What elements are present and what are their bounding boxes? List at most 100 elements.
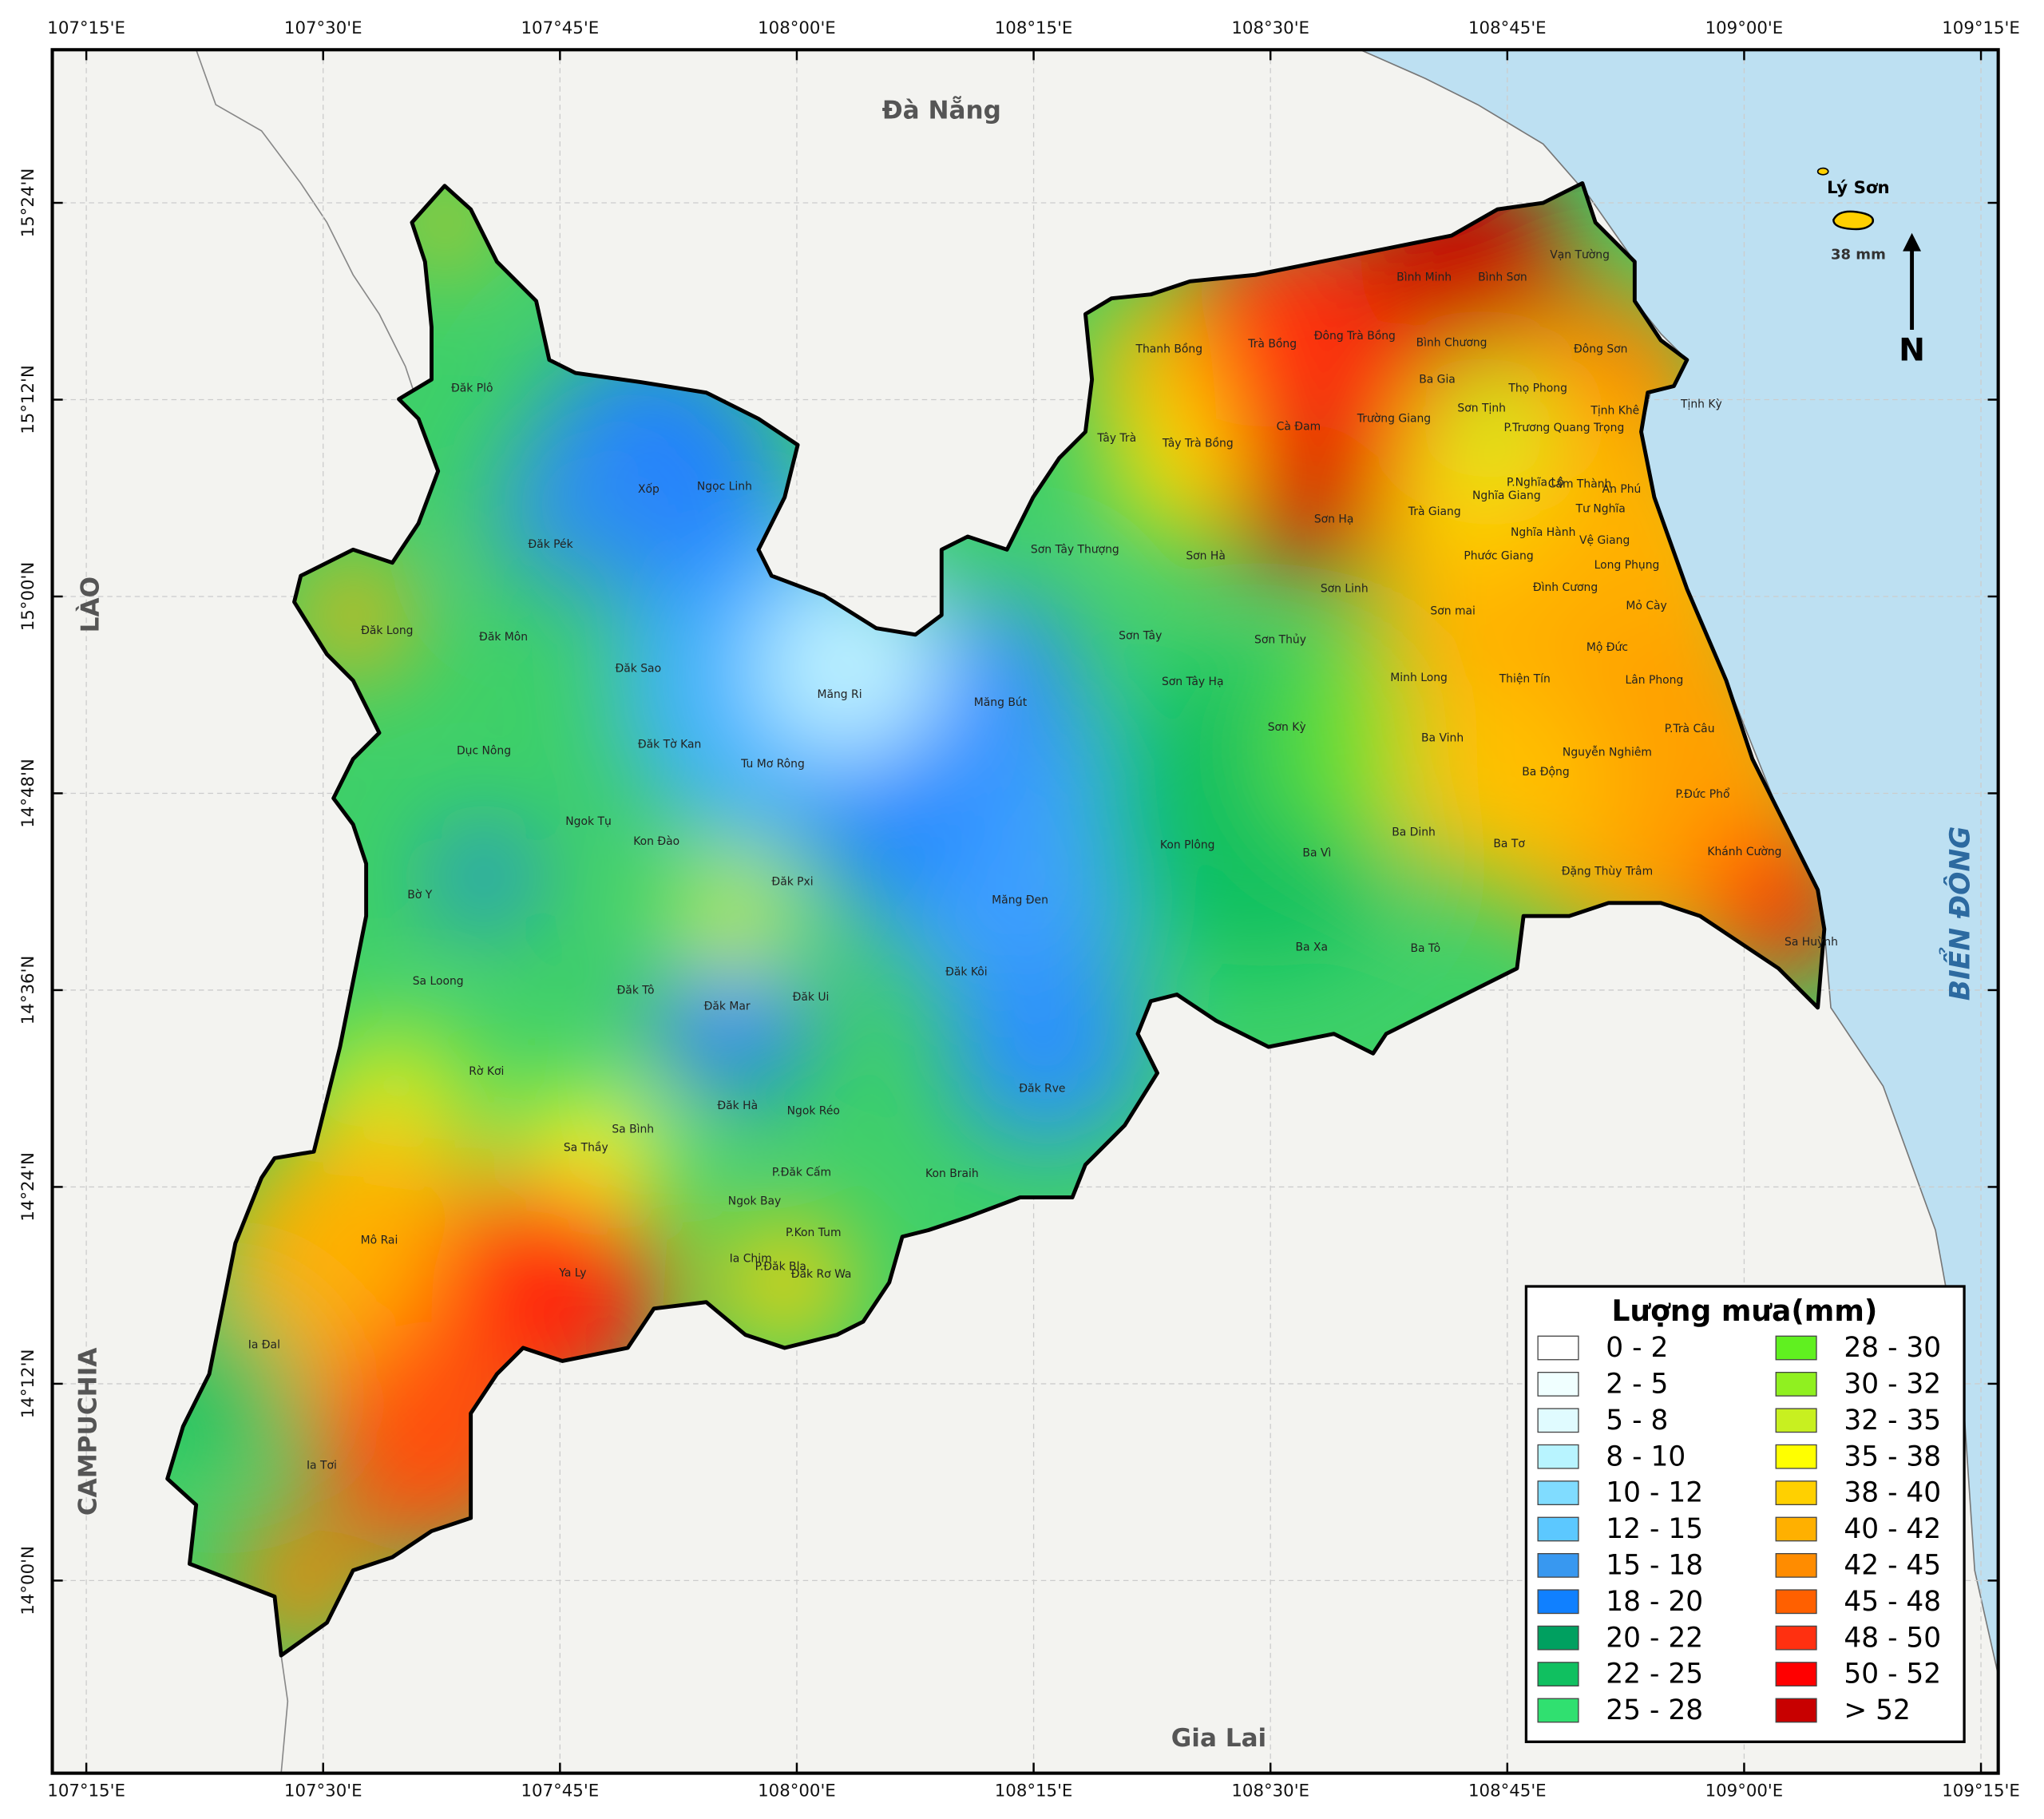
region-label: Đà Nẵng [882, 94, 1001, 125]
place-label: Thanh Bồng [1135, 343, 1202, 356]
place-label: Ia Chim [730, 1253, 772, 1266]
place-label: Sơn Kỳ [1268, 721, 1306, 734]
lon-tick-label: 108°45'E [1468, 18, 1547, 38]
lat-tick-label: 14°24'N [18, 1152, 38, 1222]
lon-tick-label: 108°15'E [995, 1781, 1073, 1801]
lon-tick-label: 108°30'E [1231, 18, 1309, 38]
rain-blob [1399, 680, 1609, 890]
legend-label: 28 - 30 [1844, 1332, 1941, 1364]
place-label: Măng Đen [992, 894, 1048, 907]
rain-field [167, 183, 1824, 1649]
place-label: P.Đức Phổ [1676, 787, 1730, 801]
place-label: Sơn Thủy [1254, 633, 1306, 646]
place-label: Rờ Kơi [469, 1065, 504, 1078]
place-label: Cà Đam [1277, 420, 1321, 433]
rain-blob [669, 853, 795, 979]
place-label: Ba Động [1522, 766, 1569, 779]
place-label: Sa Loong [413, 975, 464, 988]
legend-swatch [1537, 1698, 1579, 1723]
legend-swatch [1537, 1625, 1579, 1651]
legend-label: 12 - 15 [1606, 1513, 1703, 1545]
legend-swatch [1537, 1589, 1579, 1615]
legend-label: 48 - 50 [1844, 1622, 1941, 1654]
rain-blob [1425, 353, 1557, 485]
place-label: Măng Ri [817, 688, 862, 701]
place-label: P.Đăk Bla [755, 1260, 806, 1273]
place-label: Thiện Tín [1499, 673, 1551, 686]
legend-swatch [1537, 1662, 1579, 1686]
legend-swatch [1775, 1662, 1817, 1686]
place-label: Sơn Linh [1321, 582, 1369, 595]
legend-swatch [1775, 1335, 1817, 1361]
legend-swatch [1775, 1552, 1817, 1578]
lon-tick-label: 108°00'E [758, 18, 836, 38]
legend-swatch [1775, 1408, 1817, 1433]
lat-tick-label: 14°48'N [18, 759, 38, 828]
place-label: Phước Giang [1464, 550, 1533, 563]
rain-blob [909, 595, 1079, 766]
lon-tick-label: 109°00'E [1705, 1781, 1784, 1801]
rain-blob [948, 949, 1145, 1145]
place-label: Nghĩa Giang [1472, 489, 1541, 502]
lon-tick-label: 109°00'E [1705, 18, 1784, 38]
place-label: Vệ Giang [1579, 534, 1630, 547]
place-label: Đình Cương [1533, 581, 1598, 594]
legend-title: Lượng mưa(mm) [1612, 1295, 1878, 1328]
rain-blob [798, 719, 981, 903]
lat-tick-label: 14°36'N [18, 956, 38, 1025]
place-label: Nguyễn Nghiêm [1563, 745, 1652, 759]
place-label: Mô Rai [361, 1234, 398, 1247]
place-label: Sơn Hà [1186, 550, 1226, 563]
place-label: Sơn Tây Hạ [1162, 676, 1224, 688]
place-label: Xốp [638, 482, 660, 496]
legend-label: 32 - 35 [1844, 1405, 1941, 1437]
place-label: Đăk Hà [717, 1100, 758, 1112]
place-label: Kon Plông [1160, 839, 1215, 852]
place-label: Thọ Phong [1507, 382, 1567, 395]
place-label: Đăk Ui [793, 991, 830, 1004]
rain-blob [653, 941, 811, 1100]
island [1816, 167, 1829, 176]
place-label: Đăk Pxi [771, 876, 813, 889]
place-label: Bình Sơn [1478, 271, 1527, 283]
legend-label: 30 - 32 [1844, 1369, 1941, 1401]
legend-swatch [1775, 1625, 1817, 1651]
place-label: Ngok Tụ [565, 815, 612, 828]
legend-label: 40 - 42 [1844, 1513, 1941, 1545]
place-label: Đăk Kôi [945, 966, 988, 979]
place-label: P.Nghĩa Lộ [1507, 477, 1564, 489]
legend-swatch [1775, 1589, 1817, 1615]
place-label: Đăk Tô [617, 985, 655, 997]
place-label: Sơn Tây [1119, 629, 1162, 642]
legend-label: 2 - 5 [1606, 1369, 1668, 1401]
legend-swatch [1775, 1698, 1817, 1723]
rain-blob [719, 1217, 850, 1349]
island-name: Lý Sơn [1827, 178, 1889, 198]
legend-label: 42 - 45 [1844, 1550, 1941, 1582]
legend-label: 15 - 18 [1606, 1550, 1703, 1582]
place-label: Minh Long [1390, 672, 1448, 684]
place-label: Ba Vinh [1421, 731, 1464, 744]
place-label: Ngok Réo [787, 1104, 840, 1117]
ticks: 107°15'E 107°15'E 107°30'E 107°30'E 107°45'E… [18, 18, 2020, 1801]
place-label: Bình Minh [1396, 271, 1452, 283]
place-label: Tây Trà [1096, 432, 1136, 445]
province-outline [165, 180, 1827, 1658]
place-label: Sơn Hạ [1314, 513, 1354, 526]
lat-tick-label: 15°24'N [18, 168, 38, 238]
place-label: Khánh Cường [1707, 846, 1781, 858]
legend-label: 8 - 10 [1606, 1441, 1686, 1472]
legend-label: 35 - 38 [1844, 1441, 1941, 1472]
lat-tick-label: 14°12'N [18, 1349, 38, 1419]
place-label: Ba Gia [1419, 373, 1456, 386]
place-label: Ba Vì [1302, 847, 1331, 860]
place-label: Vạn Tường [1550, 249, 1610, 262]
place-label: Ia Tơi [307, 1460, 337, 1472]
place-label: Ba Dinh [1392, 826, 1436, 838]
place-label: P.Trương Quang Trọng [1503, 422, 1624, 434]
legend-swatch [1775, 1480, 1817, 1506]
legend-label: 50 - 52 [1844, 1658, 1941, 1690]
